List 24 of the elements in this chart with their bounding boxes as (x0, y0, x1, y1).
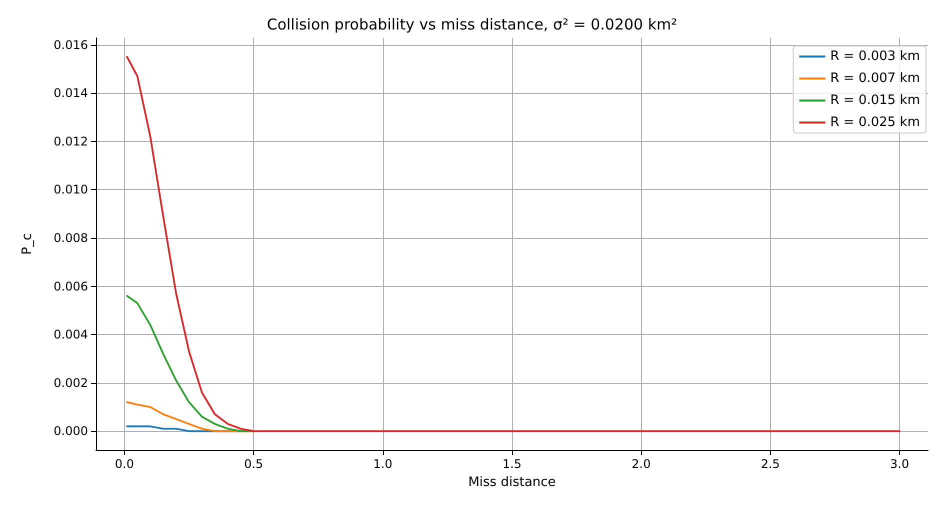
x-tick-label: 0.5 (244, 457, 264, 471)
legend-label: R = 0.015 km (830, 93, 920, 108)
y-tick-label: 0.016 (54, 38, 88, 52)
y-tick-label: 0.002 (54, 376, 88, 390)
legend-label: R = 0.025 km (830, 115, 920, 130)
legend-label: R = 0.003 km (830, 49, 920, 64)
y-tick-label: 0.010 (54, 182, 88, 197)
y-tick-label: 0.000 (54, 424, 88, 438)
y-tick-label: 0.014 (54, 86, 88, 100)
x-axis-title: Miss distance (468, 475, 556, 490)
x-tick-label: 2.5 (760, 457, 780, 471)
x-tick-label: 1.5 (502, 457, 522, 471)
x-tick-label: 1.0 (373, 457, 392, 471)
x-tick-label: 2.0 (632, 457, 651, 471)
x-tick-label: 3.0 (890, 457, 910, 471)
x-tick-label: 0.0 (114, 457, 134, 471)
y-tick-label: 0.008 (54, 230, 88, 245)
y-axis-title: P_c (20, 233, 35, 255)
y-tick-label: 0.004 (54, 328, 88, 342)
y-tick-label: 0.006 (54, 279, 88, 294)
y-tick-label: 0.012 (54, 134, 88, 148)
chart-title: Collision probability vs miss distance, σ² = 0.0200 km² (266, 16, 678, 34)
legend-label: R = 0.007 km (830, 71, 920, 86)
line-series (126, 295, 255, 432)
